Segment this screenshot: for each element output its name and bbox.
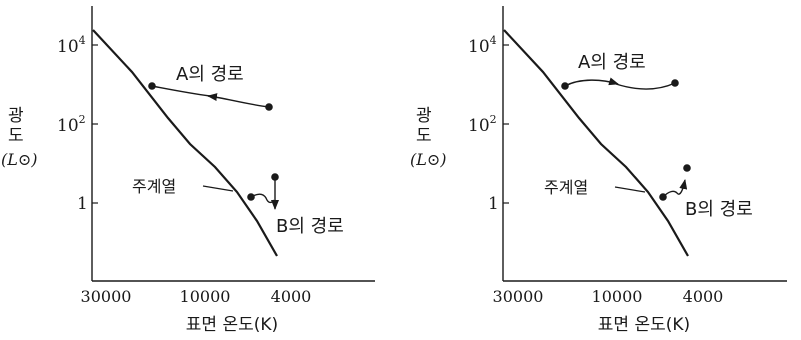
path-a-label: A의 경로: [578, 52, 646, 73]
y-tick-label: 104: [468, 34, 497, 57]
y-axis-label-char: 광: [416, 106, 432, 126]
hr-diagram-right: 104 102 1 광 도 (L⊙) 30000 10000 4000 표면 온…: [410, 0, 801, 340]
x-tick-label: 4000: [271, 287, 312, 306]
x-tick-label: 30000: [81, 287, 132, 306]
y-axis-label-char: 도: [416, 126, 432, 146]
main-sequence-pointer: [202, 185, 234, 192]
y-axis-unit: (L⊙): [1, 150, 38, 169]
x-tick-label: 10000: [180, 287, 231, 306]
path-a-curve: [151, 85, 211, 97]
x-axis-label: 표면 온도(K): [598, 315, 690, 335]
path-b-label: B의 경로: [685, 199, 753, 220]
y-tick-label: 1: [488, 194, 499, 214]
main-sequence-pointer: [614, 186, 646, 193]
path-b-label: B의 경로: [276, 216, 344, 237]
x-axis-label: 표면 온도(K): [186, 315, 278, 335]
path-b-curve: [662, 179, 688, 198]
y-tick-label: 1: [77, 194, 88, 214]
y-axis-label-char: 광: [8, 106, 24, 126]
path-a-end-dot: [671, 79, 679, 87]
y-tick-label: 102: [57, 113, 86, 136]
path-b-end-dot: [683, 164, 691, 172]
path-a-label: A의 경로: [176, 64, 244, 85]
path-a-arrow-segment: [207, 93, 270, 108]
main-sequence-label: 주계열: [544, 178, 588, 197]
hr-diagram-left-svg: 104 102 1 광 도 (L⊙) 30000 10000 4000 표면 온…: [1, 6, 375, 335]
y-axis-unit: (L⊙): [410, 150, 447, 169]
hr-diagram-left: 104 102 1 광 도 (L⊙) 30000 10000 4000 표면 온…: [0, 0, 400, 340]
x-tick-label: 30000: [493, 287, 544, 306]
x-tick-label: 4000: [683, 287, 724, 306]
path-a-arrow-segment: [564, 77, 619, 87]
main-sequence-curve: [92, 29, 278, 257]
main-sequence-curve: [503, 29, 689, 257]
x-tick-label: 10000: [592, 287, 643, 306]
y-tick-label: 104: [57, 34, 86, 57]
hr-diagram-right-svg: 104 102 1 광 도 (L⊙) 30000 10000 4000 표면 온…: [410, 6, 787, 335]
path-a-curve: [615, 82, 676, 90]
main-sequence-label: 주계열: [132, 177, 176, 196]
y-tick-label: 102: [468, 113, 497, 136]
y-axis-label-char: 도: [8, 126, 24, 146]
